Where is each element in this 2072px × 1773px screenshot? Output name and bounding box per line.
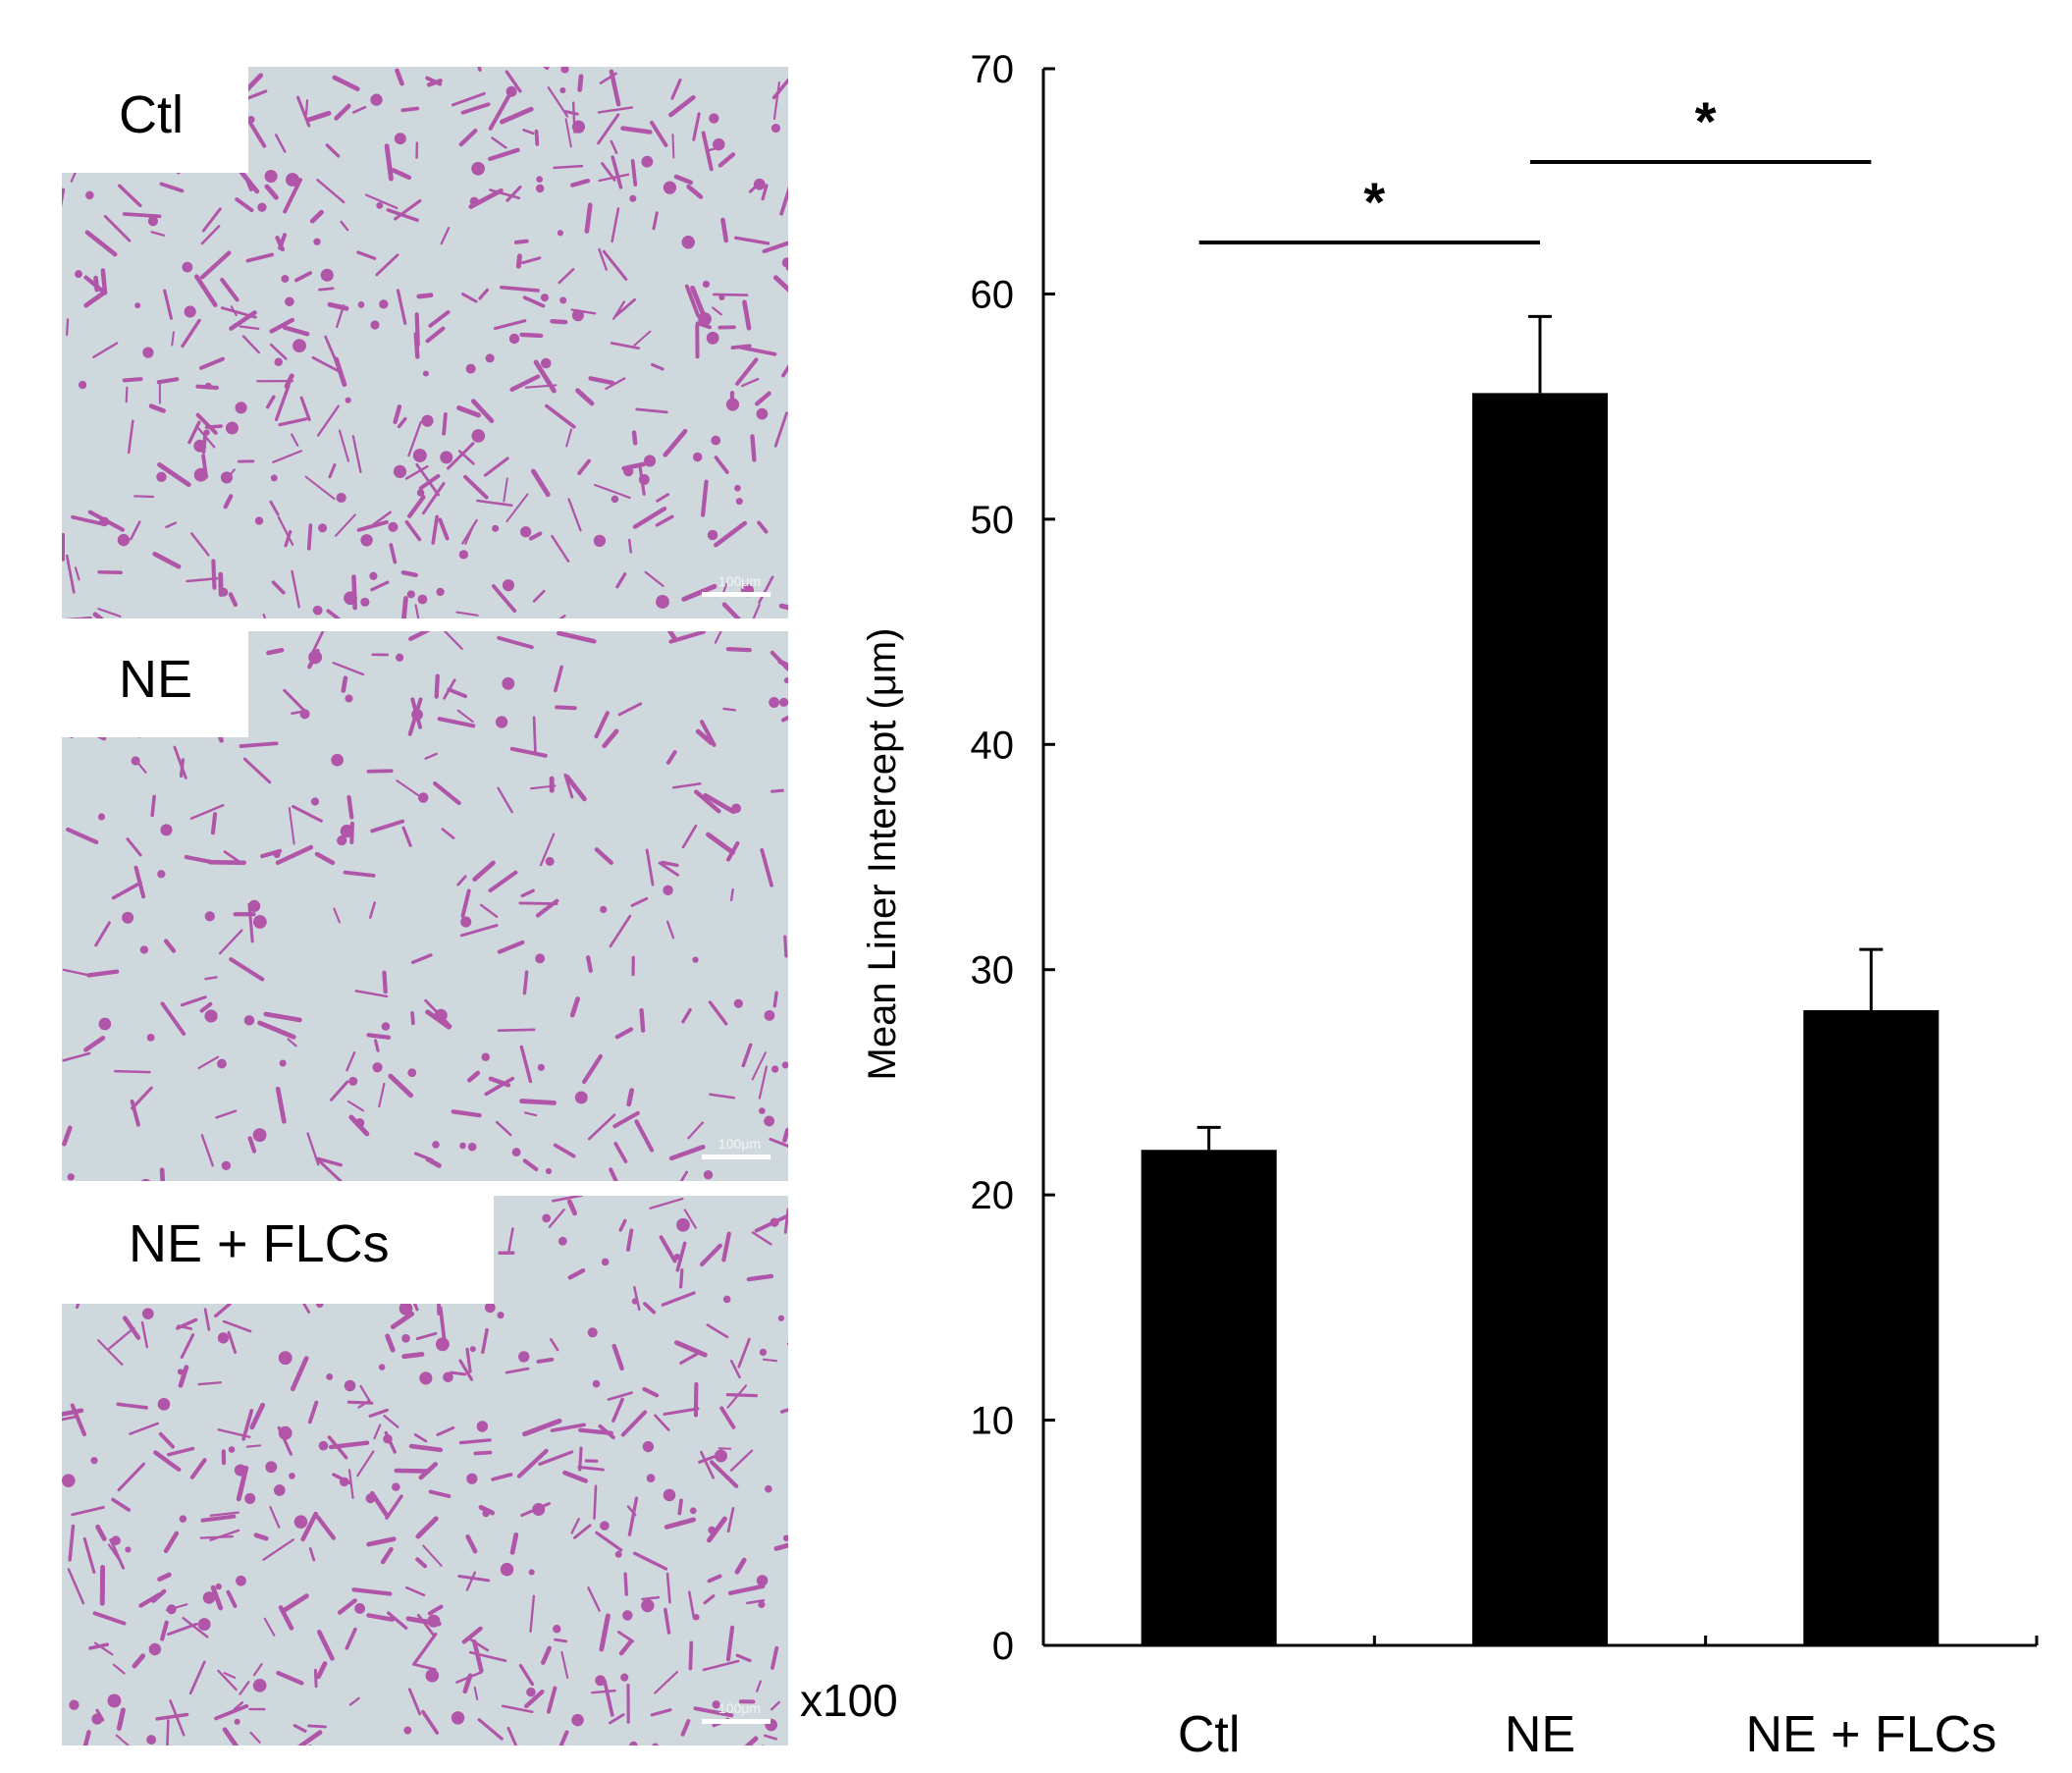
micrograph-label: NE: [62, 631, 248, 737]
micrograph-ne-flcs: NE + FLCs 100μm: [62, 1196, 788, 1746]
y-tick-label: 20: [971, 1174, 1015, 1217]
bar: [1141, 1150, 1277, 1645]
scale-bar: [702, 1155, 770, 1159]
y-tick-label: 30: [971, 949, 1015, 993]
x-tick-label: NE: [1505, 1706, 1575, 1763]
scale-bar-label: 100μm: [717, 1700, 761, 1716]
scale-bar-label: 100μm: [717, 1136, 761, 1152]
x-tick-label: Ctl: [1178, 1706, 1241, 1763]
bar: [1803, 1010, 1939, 1645]
y-tick-label: 70: [971, 48, 1015, 91]
magnification-label: x100: [800, 1675, 898, 1726]
bar: [1472, 393, 1608, 1645]
y-tick-label: 10: [971, 1400, 1015, 1443]
micrograph-label: NE + FLCs: [62, 1196, 494, 1304]
scale-bar: [702, 592, 770, 597]
significance-label: *: [1695, 90, 1717, 152]
y-tick-label: 60: [971, 273, 1015, 316]
micrograph-ctl: Ctl 100μm: [62, 67, 788, 618]
micrograph-label: Ctl: [62, 67, 248, 173]
y-tick-label: 50: [971, 499, 1015, 542]
y-axis-label: Mean Liner Intercept (μm): [861, 628, 904, 1081]
y-tick-label: 40: [971, 724, 1015, 767]
significance-label: *: [1363, 171, 1385, 233]
scale-bar-label: 100μm: [717, 573, 761, 589]
y-tick-label: 0: [992, 1625, 1014, 1668]
x-tick-label: NE + FLCs: [1745, 1706, 1996, 1763]
micrograph-ne: NE 100μm: [62, 631, 788, 1181]
scale-bar: [702, 1719, 770, 1724]
micrograph-image: [62, 67, 788, 618]
